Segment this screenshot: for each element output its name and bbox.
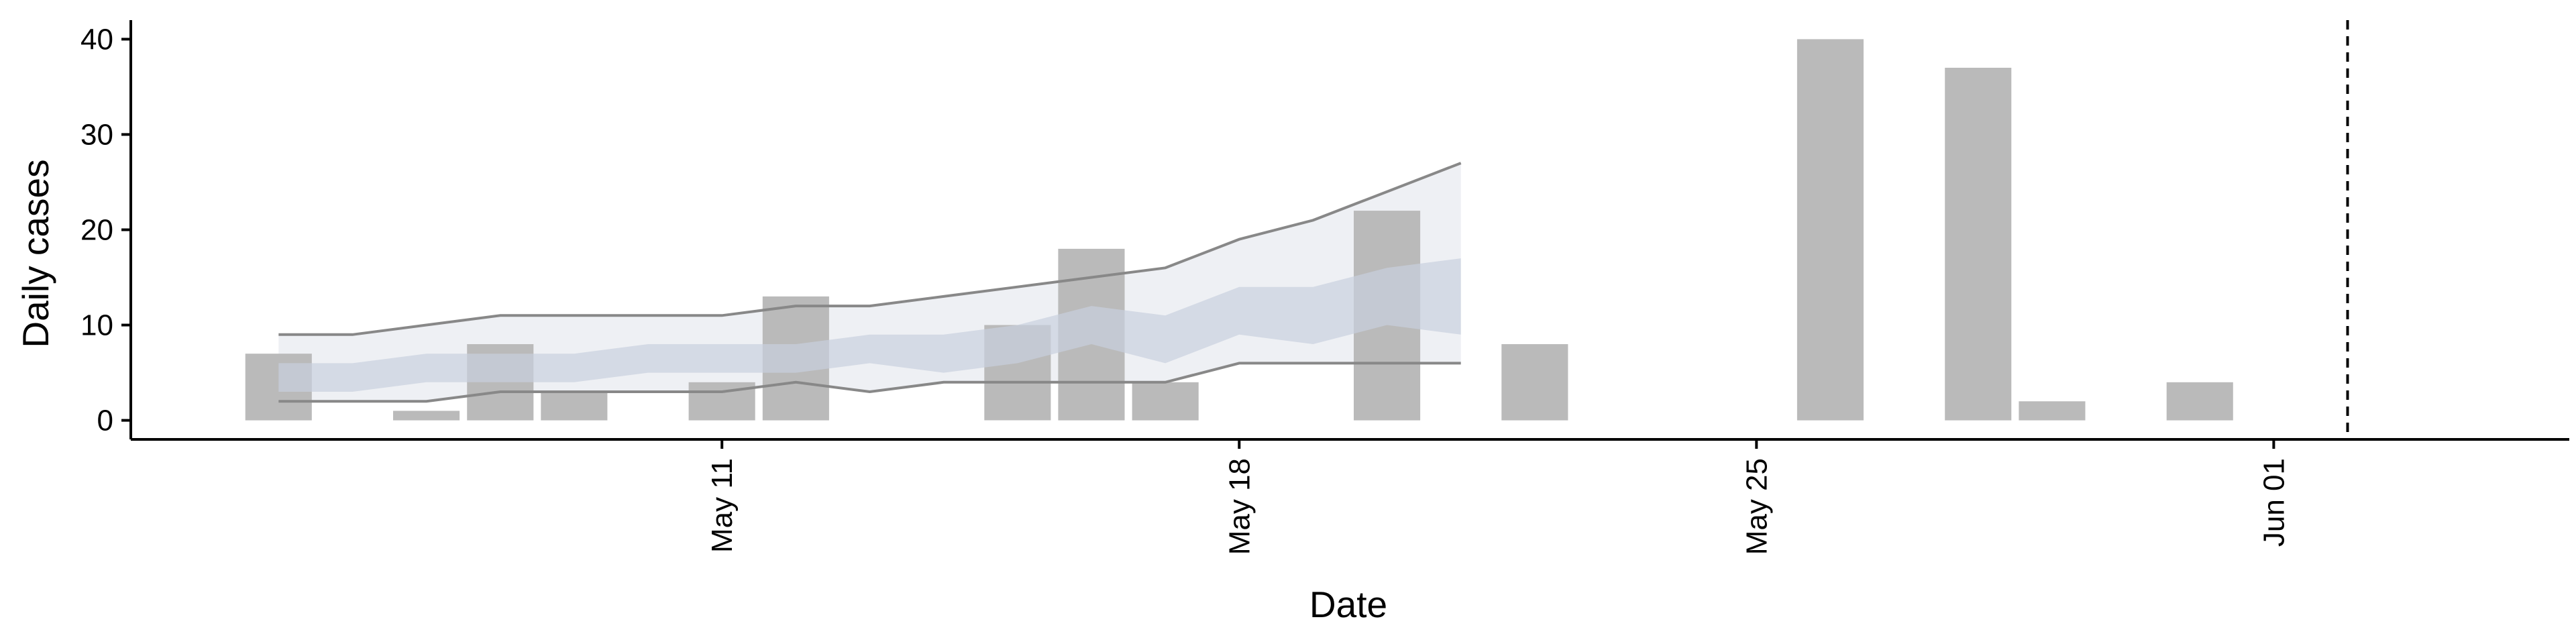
bar-2020-05-26: [1796, 39, 1864, 421]
axes-layer: 0 10 20 30 40 May 11 May 18 May 25 Jun 01: [80, 20, 2569, 555]
bar-2020-05-29: [2019, 401, 2086, 421]
x-axis-title: Date: [1309, 584, 1387, 625]
bar-2020-05-22: [1501, 344, 1568, 421]
x-tick-label-2020-06-01: Jun 01: [2257, 458, 2290, 547]
x-tick-label-2020-05-18: May 18: [1223, 458, 1256, 555]
y-tick-label-30: 30: [80, 118, 113, 151]
y-axis-title: Daily cases: [15, 159, 56, 347]
projection-upper-bound-line: [278, 162, 1462, 336]
y-tick-label-20: 20: [80, 214, 113, 247]
bar-2020-05-31: [2166, 382, 2233, 421]
projection-inner-band: [278, 258, 1461, 392]
bar-2020-05-17: [1132, 382, 1199, 421]
y-tick-label-0: 0: [97, 405, 113, 437]
x-tick-label-2020-05-11: May 11: [706, 458, 739, 553]
bar-2020-05-28: [1945, 68, 2012, 421]
x-tick-label-2020-05-25: May 25: [1740, 458, 1773, 555]
y-tick-label-40: 40: [80, 23, 113, 56]
projection-lower-bound-line: [278, 362, 1461, 403]
bar-2020-05-07: [393, 411, 460, 421]
projection-inner-band-layer: [278, 258, 1461, 392]
y-tick-label-10: 10: [80, 309, 113, 342]
projection-bounds-layer: [278, 162, 1462, 403]
bar-2020-05-09: [541, 392, 608, 421]
